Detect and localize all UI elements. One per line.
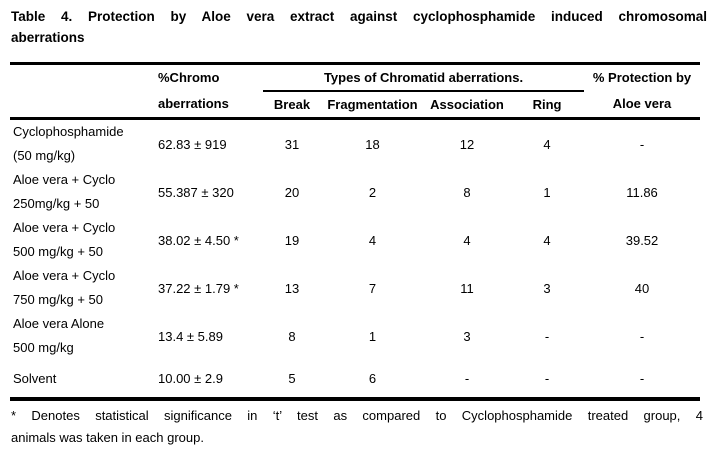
col-header-association: Association	[424, 91, 510, 120]
cell-break: 13	[284, 280, 300, 296]
treatment-line1: Aloe vera + Cyclo	[13, 220, 116, 235]
cell-treatment: Cyclophosphamide (50 mg/kg)	[10, 119, 155, 169]
col-header-ring: Ring	[510, 91, 585, 120]
col-header-chromo-line2: aberrations	[158, 96, 229, 111]
cell-chromo-aberrations: 37.22 ± 1.79 *	[158, 280, 239, 296]
treatment-line2: 500 mg/kg	[13, 340, 74, 355]
cell-protection: 40	[634, 280, 650, 296]
cell-association: 12	[459, 136, 475, 152]
col-header-fragmentation: Fragmentation	[321, 91, 424, 120]
table-row: Aloe vera Alone 500 mg/kg 13.4 ± 5.89 8 …	[10, 312, 700, 360]
cell-treatment: Aloe vera + Cyclo 250mg/kg + 50	[10, 168, 155, 216]
cell-ring: 4	[543, 232, 551, 248]
cell-treatment: Aloe vera + Cyclo 500 mg/kg + 50	[10, 216, 155, 264]
cell-ring: 1	[543, 184, 551, 200]
table-row: Cyclophosphamide (50 mg/kg) 62.83 ± 919 …	[10, 119, 700, 169]
table-row: Aloe vera + Cyclo 500 mg/kg + 50 38.02 ±…	[10, 216, 700, 264]
treatment-line1: Cyclophosphamide	[13, 124, 124, 139]
cell-chromo-aberrations: 55.387 ± 320	[158, 184, 234, 200]
cell-fragmentation: 18	[365, 136, 380, 152]
cell-chromo-aberrations: 38.02 ± 4.50 *	[158, 232, 239, 248]
col-header-protection-line2: Aloe vera	[612, 96, 672, 111]
col-header-chromo-line1: %Chromo	[158, 70, 220, 85]
cell-chromo-aberrations: 13.4 ± 5.89	[158, 328, 223, 344]
treatment-line1: Solvent	[13, 370, 57, 386]
treatment-line2: (50 mg/kg)	[13, 148, 76, 163]
cell-fragmentation: 2	[368, 184, 377, 200]
treatment-line2: 750 mg/kg + 50	[13, 292, 103, 307]
treatment-line2: 500 mg/kg + 50	[13, 244, 103, 259]
cell-treatment: Aloe vera Alone 500 mg/kg	[10, 312, 155, 360]
treatment-line1: Aloe vera + Cyclo	[13, 172, 116, 187]
aberrations-table: %Chromo aberrations Types of Chromatid a…	[10, 62, 701, 401]
treatment-line1: Aloe vera + Cyclo	[13, 268, 116, 283]
cell-chromo-aberrations: 10.00 ± 2.9	[158, 371, 223, 386]
table-row: Solvent 10.00 ± 2.9 5 6 - - -	[10, 360, 700, 399]
cell-ring: -	[544, 371, 550, 386]
cell-fragmentation: 1	[368, 328, 377, 344]
cell-ring: -	[544, 328, 550, 344]
table-body: Cyclophosphamide (50 mg/kg) 62.83 ± 919 …	[10, 119, 700, 400]
col-header-protection: % Protection by Aloe vera	[584, 63, 701, 120]
cell-break: 20	[284, 184, 300, 200]
col-group-header-types: Types of Chromatid aberrations.	[263, 63, 585, 92]
cell-treatment: Solvent	[10, 360, 155, 399]
cell-association: 3	[463, 328, 471, 344]
cell-break: 19	[284, 232, 300, 248]
footnote-line2: animals was taken in each group.	[11, 430, 204, 445]
cell-ring: 4	[543, 136, 551, 152]
cell-break: 31	[284, 136, 300, 152]
table-title-line2: aberrations	[11, 30, 85, 45]
table-row: Aloe vera + Cyclo 750 mg/kg + 50 37.22 ±…	[10, 264, 700, 312]
cell-protection: 39.52	[625, 232, 659, 248]
cell-protection: 11.86	[626, 184, 658, 200]
col-header-chromo-aberrations: %Chromo aberrations	[155, 63, 263, 120]
table-title: Table 4. Protection by Aloe vera extract…	[11, 6, 707, 48]
footnote: * Denotes statistical significance in ‘t…	[11, 405, 703, 449]
cell-chromo-aberrations: 62.83 ± 919	[158, 136, 227, 152]
cell-protection: -	[639, 371, 645, 386]
cell-association: -	[464, 371, 470, 386]
table-header: %Chromo aberrations Types of Chromatid a…	[10, 63, 701, 120]
col-header-break: Break	[263, 91, 321, 120]
footnote-line1: * Denotes statistical significance in ‘t…	[11, 408, 703, 423]
treatment-line1: Aloe vera Alone	[13, 316, 105, 331]
table-title-line1: Table 4. Protection by Aloe vera extract…	[11, 9, 707, 24]
col-header-protection-line1: % Protection by	[592, 70, 692, 85]
cell-fragmentation: 7	[368, 280, 377, 296]
cell-ring: 3	[543, 280, 551, 296]
cell-treatment: Aloe vera + Cyclo 750 mg/kg + 50	[10, 264, 155, 312]
cell-fragmentation: 4	[368, 232, 377, 248]
cell-protection: -	[639, 136, 645, 152]
cell-protection: -	[639, 328, 645, 344]
cell-break: 5	[288, 371, 296, 386]
cell-fragmentation: 6	[368, 371, 377, 386]
cell-association: 11	[460, 280, 474, 296]
table-row: Aloe vera + Cyclo 250mg/kg + 50 55.387 ±…	[10, 168, 700, 216]
treatment-line2: 250mg/kg + 50	[13, 196, 100, 211]
cell-break: 8	[288, 328, 296, 344]
corner-cell	[10, 63, 155, 120]
cell-association: 8	[463, 184, 471, 200]
cell-association: 4	[463, 232, 471, 248]
